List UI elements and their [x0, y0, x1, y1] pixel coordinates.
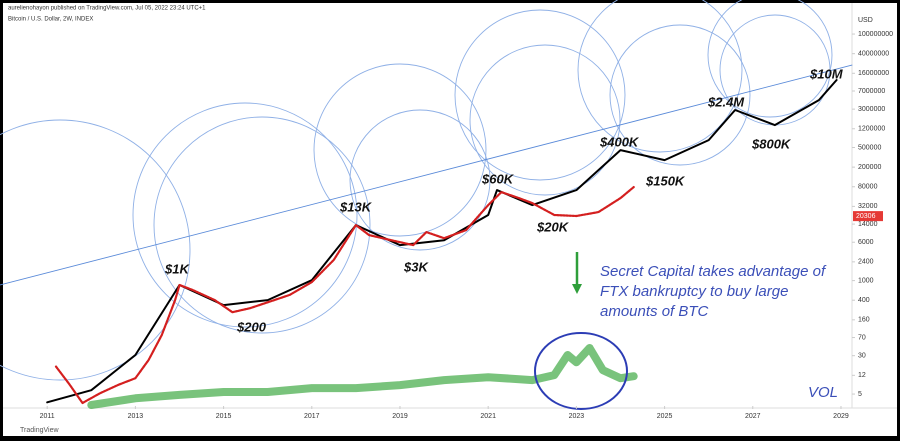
annotation: $60K	[481, 171, 515, 186]
annotation: $1K	[164, 261, 190, 276]
x-tick-label: 2019	[392, 413, 408, 420]
y-tick-label: 160	[858, 317, 870, 324]
circle	[313, 63, 487, 237]
x-tick-label: 2025	[657, 413, 673, 420]
y-tick-label: 14000	[858, 221, 878, 228]
annotation: $200	[236, 319, 267, 334]
y-tick-label: 16000000	[858, 70, 889, 77]
y-tick-label: 5	[858, 391, 862, 398]
circle	[349, 109, 491, 251]
note-line: Secret Capital takes advantage of	[600, 263, 827, 280]
last-price-label: 20306	[856, 213, 876, 220]
y-tick-label: 7000000	[858, 88, 885, 95]
annotation: $2.4M	[707, 94, 745, 109]
circle	[707, 0, 833, 118]
x-tick-label: 2013	[128, 413, 144, 420]
y-tick-label: 80000	[858, 184, 878, 191]
circle	[153, 116, 371, 334]
currency: USD	[858, 17, 873, 24]
annotation: $400K	[599, 134, 640, 149]
highlight-ellipse	[534, 332, 628, 410]
x-tick-label: 2017	[304, 413, 320, 420]
y-tick-label: 500000	[858, 144, 881, 151]
annotation: $20K	[536, 219, 570, 234]
annotation: $10M	[809, 66, 844, 81]
y-tick-label: 100000000	[858, 31, 893, 38]
y-tick-label: 2400	[858, 259, 874, 266]
series-line	[87, 344, 638, 409]
note-line: amounts of BTC	[600, 303, 709, 320]
circle	[0, 119, 191, 381]
y-tick-label: 40000000	[858, 51, 889, 58]
y-tick-label: 400	[858, 297, 870, 304]
x-tick-label: 2015	[216, 413, 232, 420]
y-tick-label: 3000000	[858, 106, 885, 113]
symbol: Bitcoin / U.S. Dollar, 2W, INDEX	[8, 17, 93, 23]
y-tick-label: 6000	[858, 239, 874, 246]
y-tick-label: 32000	[858, 203, 878, 210]
publisher: aurelienohayon published on TradingView.…	[8, 6, 206, 12]
annotation: $13K	[339, 199, 373, 214]
x-tick-label: 2027	[745, 413, 761, 420]
y-tick-label: 12	[858, 372, 866, 379]
annotation: $150K	[645, 173, 686, 188]
note-line: FTX bankruptcy to buy large	[600, 283, 788, 300]
marks	[0, 64, 853, 409]
series-line	[0, 64, 853, 286]
arrow-head	[572, 284, 582, 294]
y-tick-label: 1000	[858, 277, 874, 284]
y-tick-label: 200000	[858, 164, 881, 171]
x-tick-label: 2029	[833, 413, 849, 420]
x-tick-label: 2021	[480, 413, 496, 420]
footer-brand: TradingView	[20, 427, 59, 434]
volume-label: VOL	[808, 384, 838, 401]
circle	[609, 24, 751, 166]
x-tick-label: 2011	[40, 413, 55, 420]
circle	[454, 9, 626, 181]
circles	[0, 0, 833, 381]
circle	[132, 102, 358, 328]
y-tick-label: 70	[858, 334, 866, 341]
annotation: $3K	[403, 259, 429, 274]
circle	[469, 44, 621, 196]
y-tick-label: 30	[858, 353, 866, 360]
annotation: $800K	[751, 136, 792, 151]
series-line	[54, 186, 635, 405]
y-tick-label: 1200000	[858, 126, 885, 133]
circle	[577, 0, 743, 153]
last-price-badge	[853, 211, 883, 222]
x-tick-label: 2023	[569, 413, 585, 420]
